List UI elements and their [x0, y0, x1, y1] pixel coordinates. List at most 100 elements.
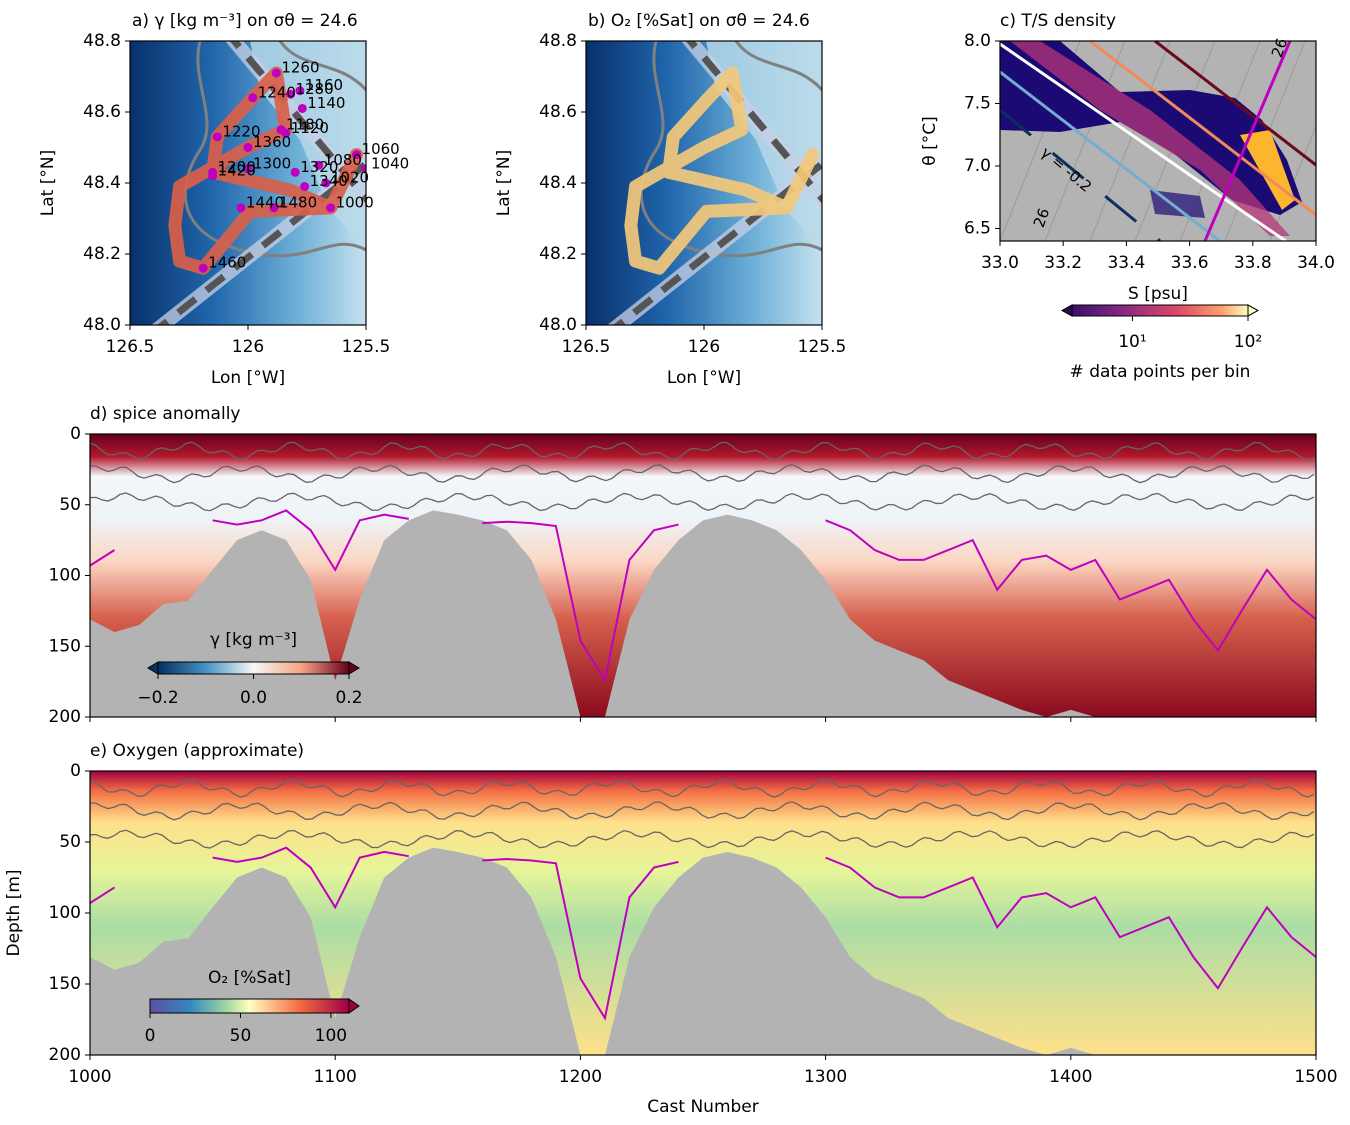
panel-title: b) O₂ [%Sat] on σθ = 24.6	[588, 11, 810, 31]
x-tick-label: 1000	[68, 1067, 111, 1087]
colorbar-frame	[1071, 304, 1249, 317]
cast-point	[297, 103, 307, 113]
glider-track	[624, 66, 820, 275]
y-tick-label: 8.0	[964, 31, 991, 51]
colorbar-tick-label: 0	[145, 1026, 156, 1046]
cast-label: 1320	[300, 158, 338, 176]
density-contour	[1089, 41, 1171, 241]
isopycnal	[1089, 41, 1316, 217]
density-contour	[90, 778, 1315, 798]
y-tick-label: 48.8	[83, 31, 121, 51]
density-core	[1010, 41, 1290, 236]
y-tick-label: 48.8	[539, 31, 577, 51]
x-tick-label: 33.2	[1044, 253, 1082, 273]
y-tick-label: 0	[70, 424, 81, 444]
cast-label: 1440	[246, 193, 284, 211]
x-tick-label: 126.5	[106, 337, 155, 357]
cast-label: 1280	[295, 80, 333, 98]
isopycnal	[1000, 42, 1289, 241]
cast-label: 1060	[362, 140, 400, 158]
cast-point	[285, 89, 295, 99]
colorbar-label: γ [kg m⁻³]	[210, 630, 297, 650]
y-tick-label: 48.6	[83, 102, 121, 122]
isopycnal	[1154, 41, 1316, 167]
y-tick-label: 200	[49, 707, 81, 727]
panel-title: d) spice anomally	[90, 404, 241, 424]
cast-label: 1220	[222, 122, 260, 140]
annotation: 26	[1268, 36, 1291, 60]
cast-point	[208, 171, 218, 181]
colorbar-label: O₂ [%Sat]	[208, 968, 291, 988]
y-tick-label: 48.6	[539, 102, 577, 122]
y-tick-label: 100	[49, 903, 81, 923]
coast-contour	[639, 41, 822, 258]
cast-label: 1360	[253, 133, 291, 151]
panel-title: c) T/S density	[1000, 11, 1116, 31]
density-contour	[820, 41, 900, 241]
colorbar-extend	[1247, 304, 1260, 317]
y-axis-label: Lat [°N]	[494, 150, 514, 216]
cast-label: 1340	[310, 172, 348, 190]
x-tick-label: 125.5	[342, 337, 391, 357]
colorbar	[150, 999, 349, 1013]
cast-point	[243, 164, 253, 174]
cast-label: 1120	[291, 119, 329, 137]
y-tick-label: 7.5	[964, 94, 991, 114]
cast-label: 1300	[253, 154, 291, 172]
cast-label: 1140	[307, 94, 345, 112]
y-axis-label: Depth [m]	[4, 869, 24, 956]
cast-point	[271, 68, 281, 78]
cast-point	[236, 203, 246, 213]
colorbar-tick-label: 10¹	[1118, 332, 1146, 352]
cast-label: 1480	[279, 193, 317, 211]
axes-frame	[999, 40, 1317, 242]
colorbar-tick-label: −0.2	[137, 688, 178, 708]
x-axis-label: Cast Number	[647, 1097, 759, 1117]
cast-point	[295, 86, 305, 96]
sigma-line	[1203, 41, 1292, 241]
x-tick-label: 126	[232, 337, 264, 357]
colorbar-frame	[149, 998, 350, 1014]
cast-point	[326, 203, 336, 213]
plot-area	[90, 434, 1316, 717]
cast-label: 1020	[331, 169, 369, 187]
cast-point	[300, 182, 310, 192]
cast-point	[321, 178, 331, 188]
cast-label: 1460	[208, 254, 246, 272]
y-tick-label: 0	[70, 761, 81, 781]
cast-label: 1180	[286, 115, 324, 133]
y-tick-label: 48.4	[83, 173, 121, 193]
density-contour	[1044, 41, 1126, 241]
cast-point	[212, 132, 222, 142]
annotation: 26	[1030, 206, 1053, 230]
colorbar	[1072, 305, 1248, 316]
x-axis-label: Lon [°W]	[211, 368, 285, 388]
density-contour	[90, 829, 1315, 849]
y-tick-label: 7.0	[964, 156, 991, 176]
x-tick-label: 1300	[804, 1067, 847, 1087]
x-tick-label: 33.8	[1234, 253, 1272, 273]
spice-line	[1000, 70, 1221, 241]
colorbar-tick-label: 10²	[1234, 332, 1262, 352]
cast-label: 1160	[305, 76, 343, 94]
coast-contour	[734, 41, 822, 91]
x-tick-label: 1400	[1049, 1067, 1092, 1087]
y-tick-label: 6.5	[964, 219, 991, 239]
cast-point	[352, 150, 362, 160]
y-tick-label: 48.2	[539, 244, 577, 264]
cast-point	[248, 93, 258, 103]
x-tick-label: 33.4	[1107, 253, 1145, 273]
cast-point	[281, 128, 291, 138]
panel-title: e) Oxygen (approximate)	[90, 741, 304, 761]
y-tick-label: 150	[49, 636, 81, 656]
x-tick-label: 126.5	[562, 337, 611, 357]
cast-point	[314, 160, 324, 170]
seafloor	[90, 510, 1316, 717]
x-tick-label: 33.6	[1171, 253, 1209, 273]
cast-label: 1040	[371, 154, 409, 172]
colorbar-tick-label: 0.0	[240, 688, 267, 708]
colorbar-tick-label: 0.2	[335, 688, 362, 708]
cast-label: 1000	[336, 193, 374, 211]
y-axis-label: Lat [°N]	[38, 150, 58, 216]
